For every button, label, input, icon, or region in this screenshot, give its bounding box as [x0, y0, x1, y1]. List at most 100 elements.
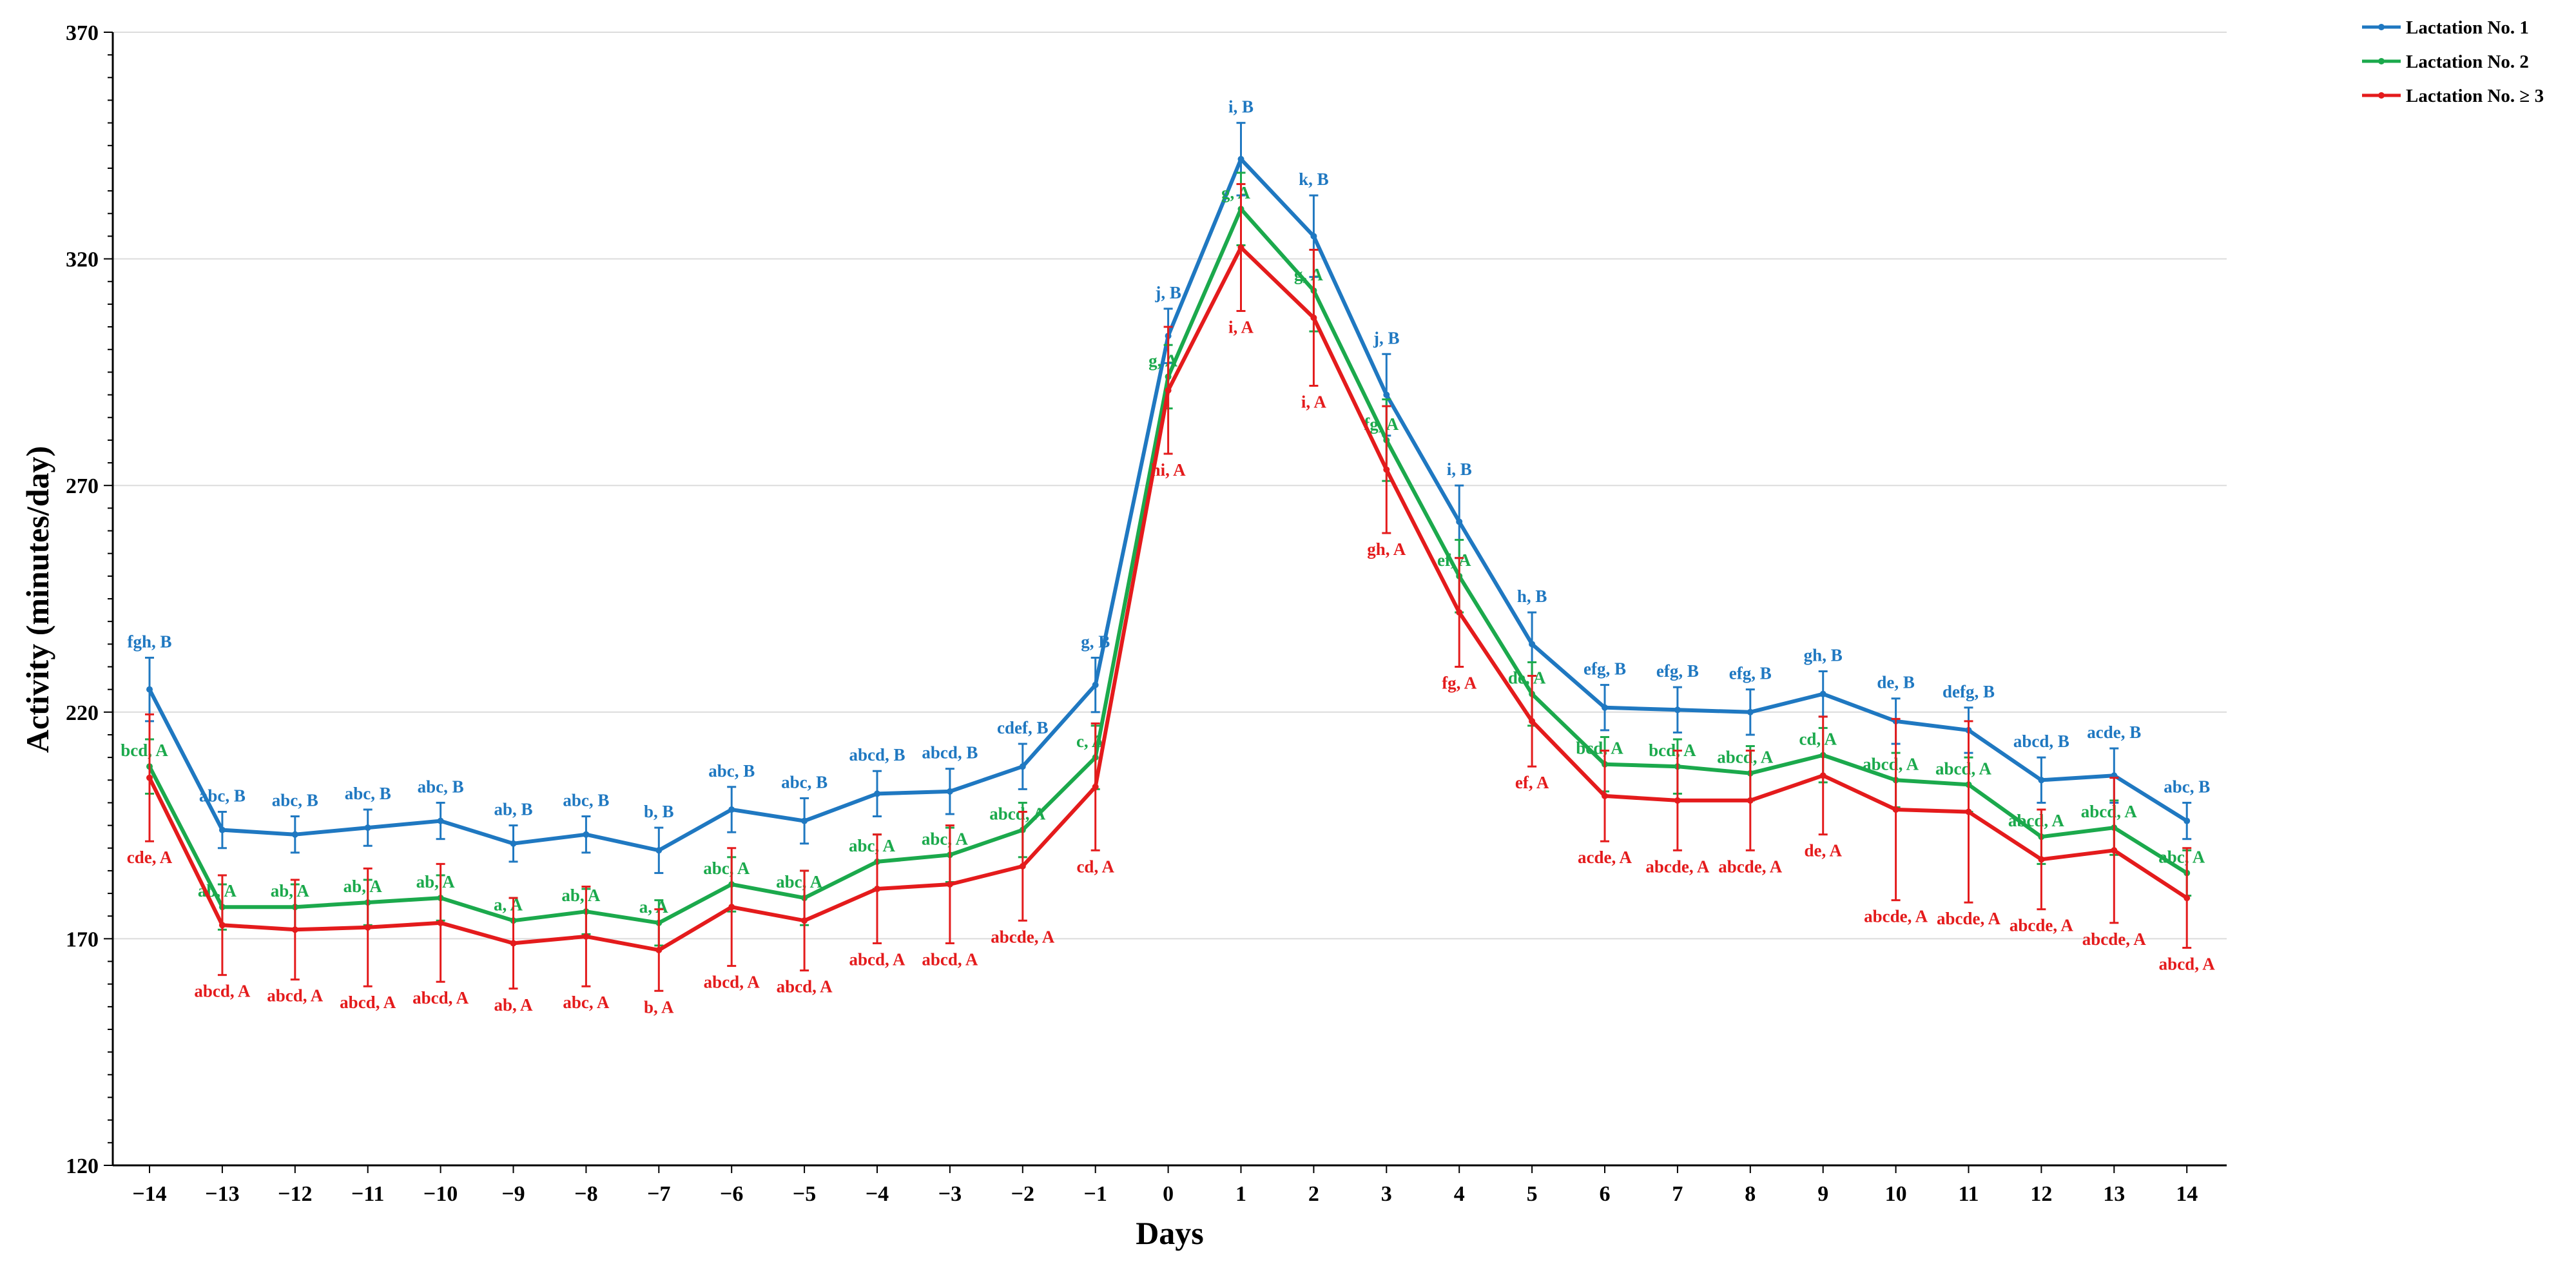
data-point[interactable] — [946, 881, 953, 888]
significance-label: abcd, A — [1863, 754, 1919, 773]
data-point[interactable] — [364, 924, 371, 931]
legend-item-lactation-1[interactable]: Lactation No. 1 — [2362, 17, 2529, 38]
significance-label: abcde, A — [1864, 907, 1928, 926]
significance-label: abcd, A — [412, 988, 469, 1007]
significance-label: abc, B — [781, 772, 828, 792]
data-point[interactable] — [728, 806, 735, 813]
data-point[interactable] — [2184, 817, 2191, 824]
data-point[interactable] — [510, 840, 517, 847]
data-point[interactable] — [1602, 792, 1608, 799]
data-point[interactable] — [291, 831, 298, 838]
x-tick-label: 8 — [1745, 1182, 1756, 1206]
legend-marker — [2378, 92, 2385, 99]
significance-label: abcd, A — [267, 986, 324, 1006]
data-point[interactable] — [218, 922, 226, 929]
significance-label: i, B — [1447, 460, 1472, 479]
data-point[interactable] — [1019, 763, 1026, 770]
data-point[interactable] — [218, 826, 226, 833]
significance-label: fgh, B — [127, 632, 171, 651]
x-tick-label: −5 — [793, 1182, 816, 1206]
data-point[interactable] — [1019, 862, 1026, 870]
data-point[interactable] — [1456, 609, 1463, 616]
x-tick-label: 6 — [1600, 1182, 1611, 1206]
data-point[interactable] — [1456, 518, 1463, 525]
data-point[interactable] — [1310, 233, 1317, 240]
data-point[interactable] — [1674, 797, 1681, 804]
series-layer: fgh, B abc, B abc, B abc, B abc, B ab, B abc, … — [121, 97, 2215, 1017]
y-tick-label: 270 — [66, 474, 99, 498]
data-point[interactable] — [2111, 847, 2118, 854]
data-point[interactable] — [946, 788, 953, 795]
data-point[interactable] — [728, 904, 735, 911]
data-point[interactable] — [1310, 315, 1317, 322]
data-point[interactable] — [2038, 856, 2045, 863]
significance-label: i, A — [1228, 317, 1254, 336]
significance-label: i, B — [1228, 97, 1254, 117]
data-point[interactable] — [2184, 895, 2191, 902]
data-point[interactable] — [1237, 244, 1244, 251]
x-tick-label: 5 — [1527, 1182, 1538, 1206]
data-point[interactable] — [583, 933, 590, 940]
significance-label: ab, B — [494, 800, 532, 819]
significance-label: gh, A — [1367, 539, 1406, 559]
significance-label: abc, B — [708, 761, 755, 781]
significance-label: fg, A — [1442, 673, 1477, 692]
data-point[interactable] — [874, 886, 880, 893]
data-point[interactable] — [1529, 641, 1536, 648]
data-point[interactable] — [583, 831, 590, 838]
data-point[interactable] — [437, 919, 444, 926]
data-point[interactable] — [2038, 777, 2045, 784]
data-point[interactable] — [364, 824, 371, 831]
significance-label: bcd, A — [121, 741, 168, 760]
x-tick-label: −4 — [866, 1182, 889, 1206]
data-point[interactable] — [1383, 466, 1390, 473]
data-point[interactable] — [291, 926, 298, 933]
y-tick-label: 370 — [66, 21, 99, 45]
data-point[interactable] — [655, 946, 663, 953]
data-point[interactable] — [1529, 717, 1536, 724]
data-point[interactable] — [146, 774, 153, 781]
legend-item-lactation-2[interactable]: Lactation No. 2 — [2362, 52, 2529, 72]
data-point[interactable] — [801, 917, 808, 924]
data-point[interactable] — [1602, 704, 1608, 711]
data-point[interactable] — [146, 686, 153, 693]
data-point[interactable] — [1747, 797, 1754, 804]
x-tick-label: −9 — [501, 1182, 525, 1206]
significance-label: abcd, A — [1717, 748, 1774, 767]
significance-label: abcd, A — [777, 977, 833, 996]
significance-label: abcd, B — [849, 745, 905, 764]
data-point[interactable] — [510, 940, 517, 947]
significance-label: cd, A — [1076, 857, 1114, 876]
data-point[interactable] — [1819, 772, 1826, 779]
significance-label: abc, B — [199, 786, 246, 806]
significance-label: j, B — [1373, 328, 1400, 347]
significance-label: abcd, A — [849, 949, 905, 969]
significance-label: g, A — [1221, 183, 1251, 202]
x-tick-label: −7 — [647, 1182, 670, 1206]
significance-label: bcd, A — [1576, 739, 1623, 758]
x-tick-label: −1 — [1084, 1182, 1107, 1206]
data-point[interactable] — [1819, 690, 1826, 697]
y-tick-label: 120 — [66, 1154, 99, 1178]
significance-label: efg, B — [1729, 664, 1772, 683]
data-point[interactable] — [1165, 387, 1172, 394]
data-point[interactable] — [1674, 706, 1681, 714]
legend: Lactation No. 1 Lactation No. 2 Lactatio… — [2362, 17, 2544, 106]
data-point[interactable] — [1092, 681, 1099, 688]
legend-item-lactation-3plus[interactable]: Lactation No. ≥ 3 — [2362, 86, 2544, 106]
data-point[interactable] — [1237, 155, 1244, 162]
data-point[interactable] — [1965, 808, 1972, 815]
data-point[interactable] — [437, 817, 444, 824]
data-point[interactable] — [801, 817, 808, 824]
data-point[interactable] — [1892, 806, 1899, 813]
data-point[interactable] — [1383, 391, 1390, 398]
significance-label: abcd, A — [989, 804, 1046, 824]
data-point[interactable] — [874, 790, 880, 797]
significance-label: abc, B — [272, 791, 318, 810]
significance-label: abc, B — [345, 784, 391, 803]
significance-label: h, B — [1517, 587, 1547, 606]
data-point[interactable] — [1092, 783, 1099, 790]
x-tick-label: −12 — [278, 1182, 312, 1206]
data-point[interactable] — [1747, 708, 1754, 715]
data-point[interactable] — [655, 847, 663, 854]
